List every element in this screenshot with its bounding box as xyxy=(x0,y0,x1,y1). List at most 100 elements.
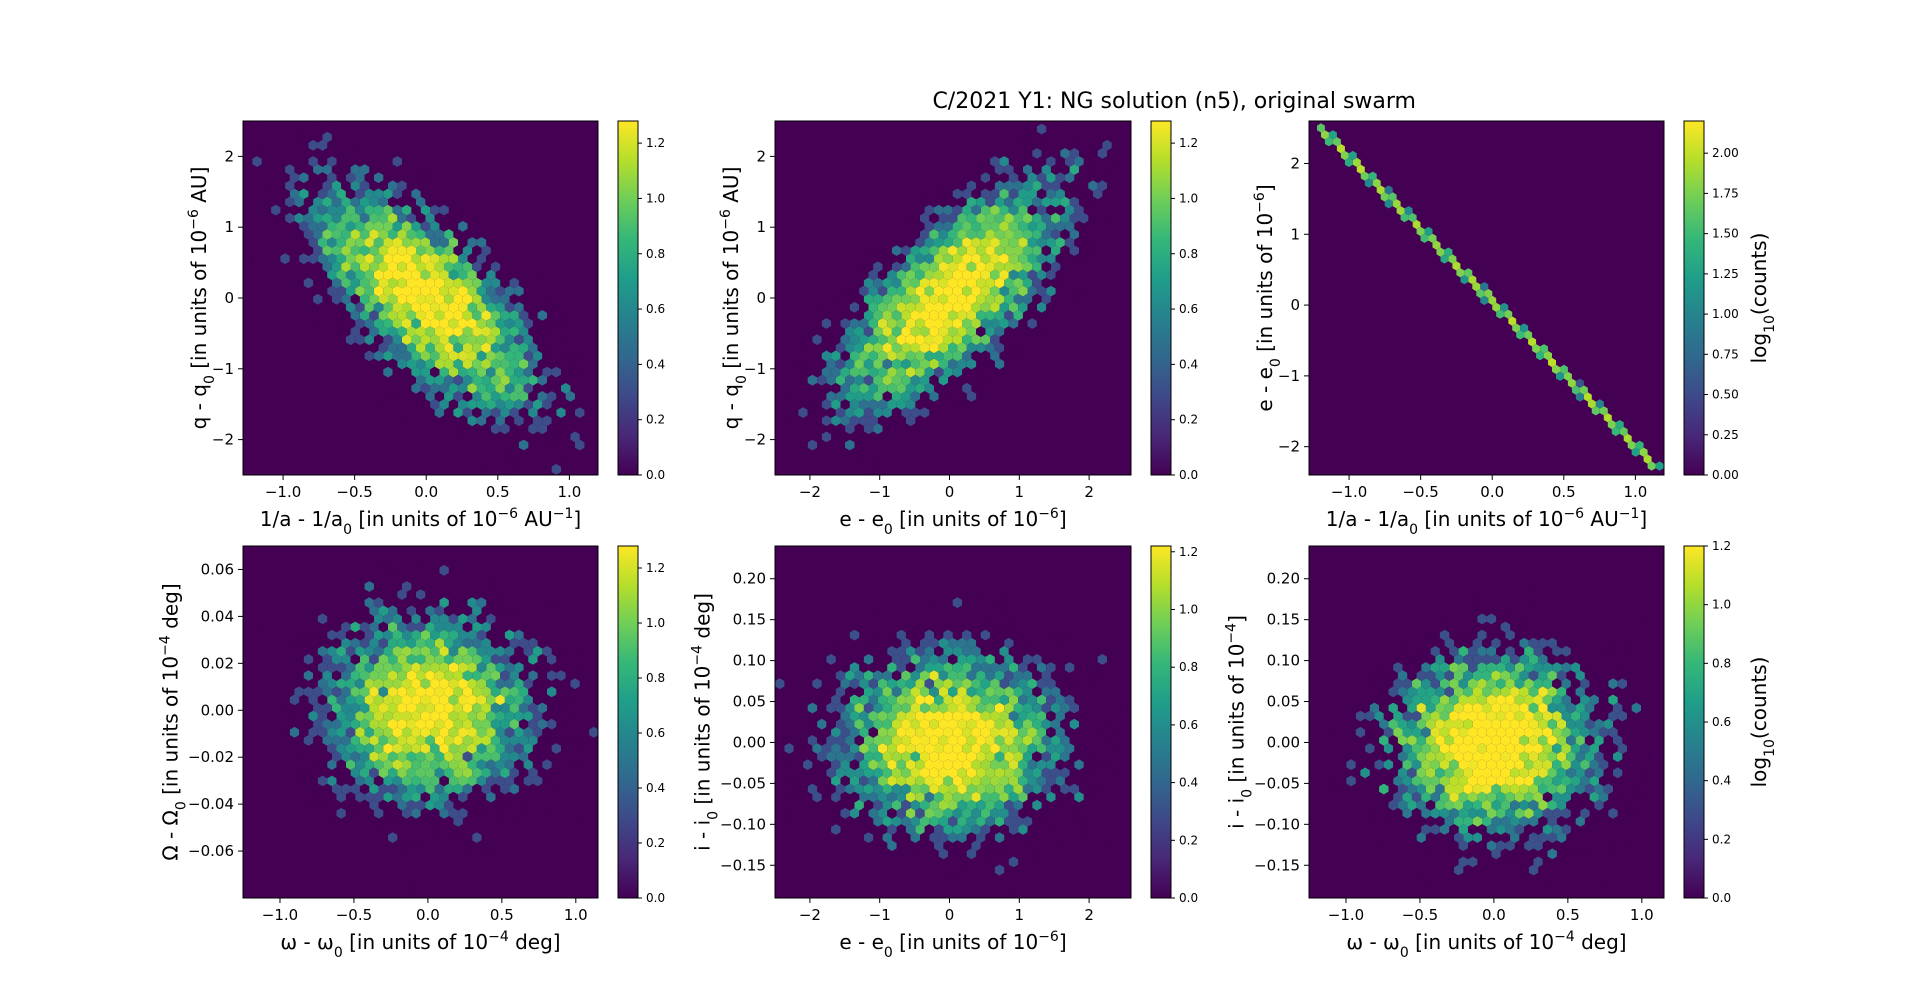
hexbin-cell xyxy=(1435,654,1445,665)
hexbin-cell xyxy=(817,342,827,354)
hexbin-cell xyxy=(985,621,995,633)
hexbin-cell xyxy=(994,686,1005,698)
hexbin-cell xyxy=(345,269,356,281)
hexbin-cell xyxy=(1594,783,1604,795)
hexbin-cell xyxy=(1547,751,1557,762)
hexbin-cell xyxy=(514,807,524,819)
hexbin-cell xyxy=(859,382,869,394)
hexbin-cell xyxy=(467,743,477,754)
hexbin-cell xyxy=(1060,718,1070,730)
hexbin-cell xyxy=(971,188,981,200)
hexbin-cell xyxy=(392,678,402,690)
hexbin-cell xyxy=(1623,433,1632,443)
hexbin-cell xyxy=(1556,832,1567,843)
hexbin-cell xyxy=(551,350,561,362)
hexbin-cell xyxy=(514,301,524,313)
hexbin-cell xyxy=(971,334,981,346)
hexbin-cell xyxy=(1069,799,1079,811)
hexbin-cell xyxy=(1435,686,1445,698)
hexbin-cell xyxy=(952,597,963,609)
hexbin-cell xyxy=(467,237,477,248)
hexbin-cell xyxy=(887,645,897,657)
hexbin-cell xyxy=(434,767,445,779)
hexbin-cell xyxy=(504,431,515,443)
hexbin-cell xyxy=(476,285,487,297)
hexbin-cell xyxy=(458,301,468,313)
hexbin-cell xyxy=(826,374,836,386)
hexbin-cell xyxy=(481,374,491,386)
hexbin-cell xyxy=(1425,735,1436,746)
hexbin-cell xyxy=(994,654,1005,665)
hexbin-cell xyxy=(1004,310,1014,321)
hexbin-cell xyxy=(1454,799,1464,811)
hexbin-cell xyxy=(910,654,920,665)
hexbin-cell xyxy=(1655,461,1664,471)
hexbin-cell xyxy=(1421,791,1431,803)
hexbin-cell xyxy=(891,832,902,843)
hexbin-cell xyxy=(994,229,1005,240)
hexbin-cell xyxy=(453,374,463,386)
hexbin-cell xyxy=(271,726,281,738)
hexbin-cell xyxy=(840,775,850,787)
hexbin-cell xyxy=(1093,759,1103,771)
hexbin-cell xyxy=(1004,880,1014,892)
hexbin-cell xyxy=(388,637,398,649)
hexbin-cell xyxy=(966,261,977,273)
hexbin-cell xyxy=(952,382,963,394)
colorbar-tick-label: 0.0 xyxy=(646,468,665,482)
hexbin-cell xyxy=(1500,702,1511,714)
hexbin-cell xyxy=(565,455,575,467)
hexbin-cell xyxy=(1050,261,1061,273)
colorbar-tick-label: 0.4 xyxy=(1179,776,1198,790)
hexbin-cell xyxy=(905,431,916,443)
hexbin-cell xyxy=(518,358,529,370)
hexbin-cell xyxy=(1454,783,1464,795)
hexbin-cell xyxy=(1650,751,1660,762)
hexbin-cell xyxy=(1088,164,1098,175)
hexbin-cell xyxy=(1566,735,1576,746)
hexbin-cell xyxy=(849,710,860,722)
hexbin-cell xyxy=(901,735,911,746)
hexbin-cell xyxy=(854,718,864,730)
hexbin-cell xyxy=(863,277,874,289)
hexbin-cell xyxy=(1468,678,1478,690)
hexbin-cell xyxy=(476,399,487,410)
hexbin-cell xyxy=(1458,856,1468,868)
hexbin-cell xyxy=(826,391,836,402)
hexbin-cell xyxy=(551,431,561,443)
hexbin-cell xyxy=(957,654,967,665)
x-tick-label: −0.5 xyxy=(336,483,372,501)
hexbin-cell xyxy=(1374,743,1384,754)
hexbin-cell xyxy=(910,816,920,827)
hexbin-cell xyxy=(910,374,920,386)
hexbin-cell xyxy=(1022,783,1033,795)
hexbin-cell xyxy=(1060,277,1070,289)
hexbin-cell xyxy=(331,180,342,192)
hexbin-cell xyxy=(453,718,463,730)
hexbin-cell xyxy=(402,726,412,738)
hexbin-cell xyxy=(504,301,515,313)
hexbin-cell xyxy=(579,743,590,754)
hexbin-cell xyxy=(462,358,473,370)
hexbin-cell xyxy=(439,564,449,576)
hexbin-cell xyxy=(331,164,342,175)
hexbin-cell xyxy=(444,277,454,289)
hexbin-cell xyxy=(1533,710,1543,722)
hexbin-cell xyxy=(378,229,388,240)
hexbin-cell xyxy=(1355,759,1366,771)
hexbin-cell xyxy=(1524,710,1534,722)
hexbin-cell xyxy=(1463,767,1473,779)
hexbin-cell xyxy=(1542,743,1553,754)
hexbin-cell xyxy=(383,269,393,281)
hexbin-cell xyxy=(336,172,346,184)
hexbin-cell xyxy=(472,326,482,337)
hexbin-cell xyxy=(854,783,864,795)
hexbin-cell xyxy=(1617,824,1627,835)
hexbin-cell xyxy=(915,645,925,657)
hexbin-cell xyxy=(411,350,421,362)
hexbin-cell xyxy=(313,654,323,665)
hexbin-cell xyxy=(537,654,547,665)
hexbin-cell xyxy=(943,807,953,819)
hexbin-cell xyxy=(458,645,468,657)
hexbin-cell xyxy=(448,188,459,200)
